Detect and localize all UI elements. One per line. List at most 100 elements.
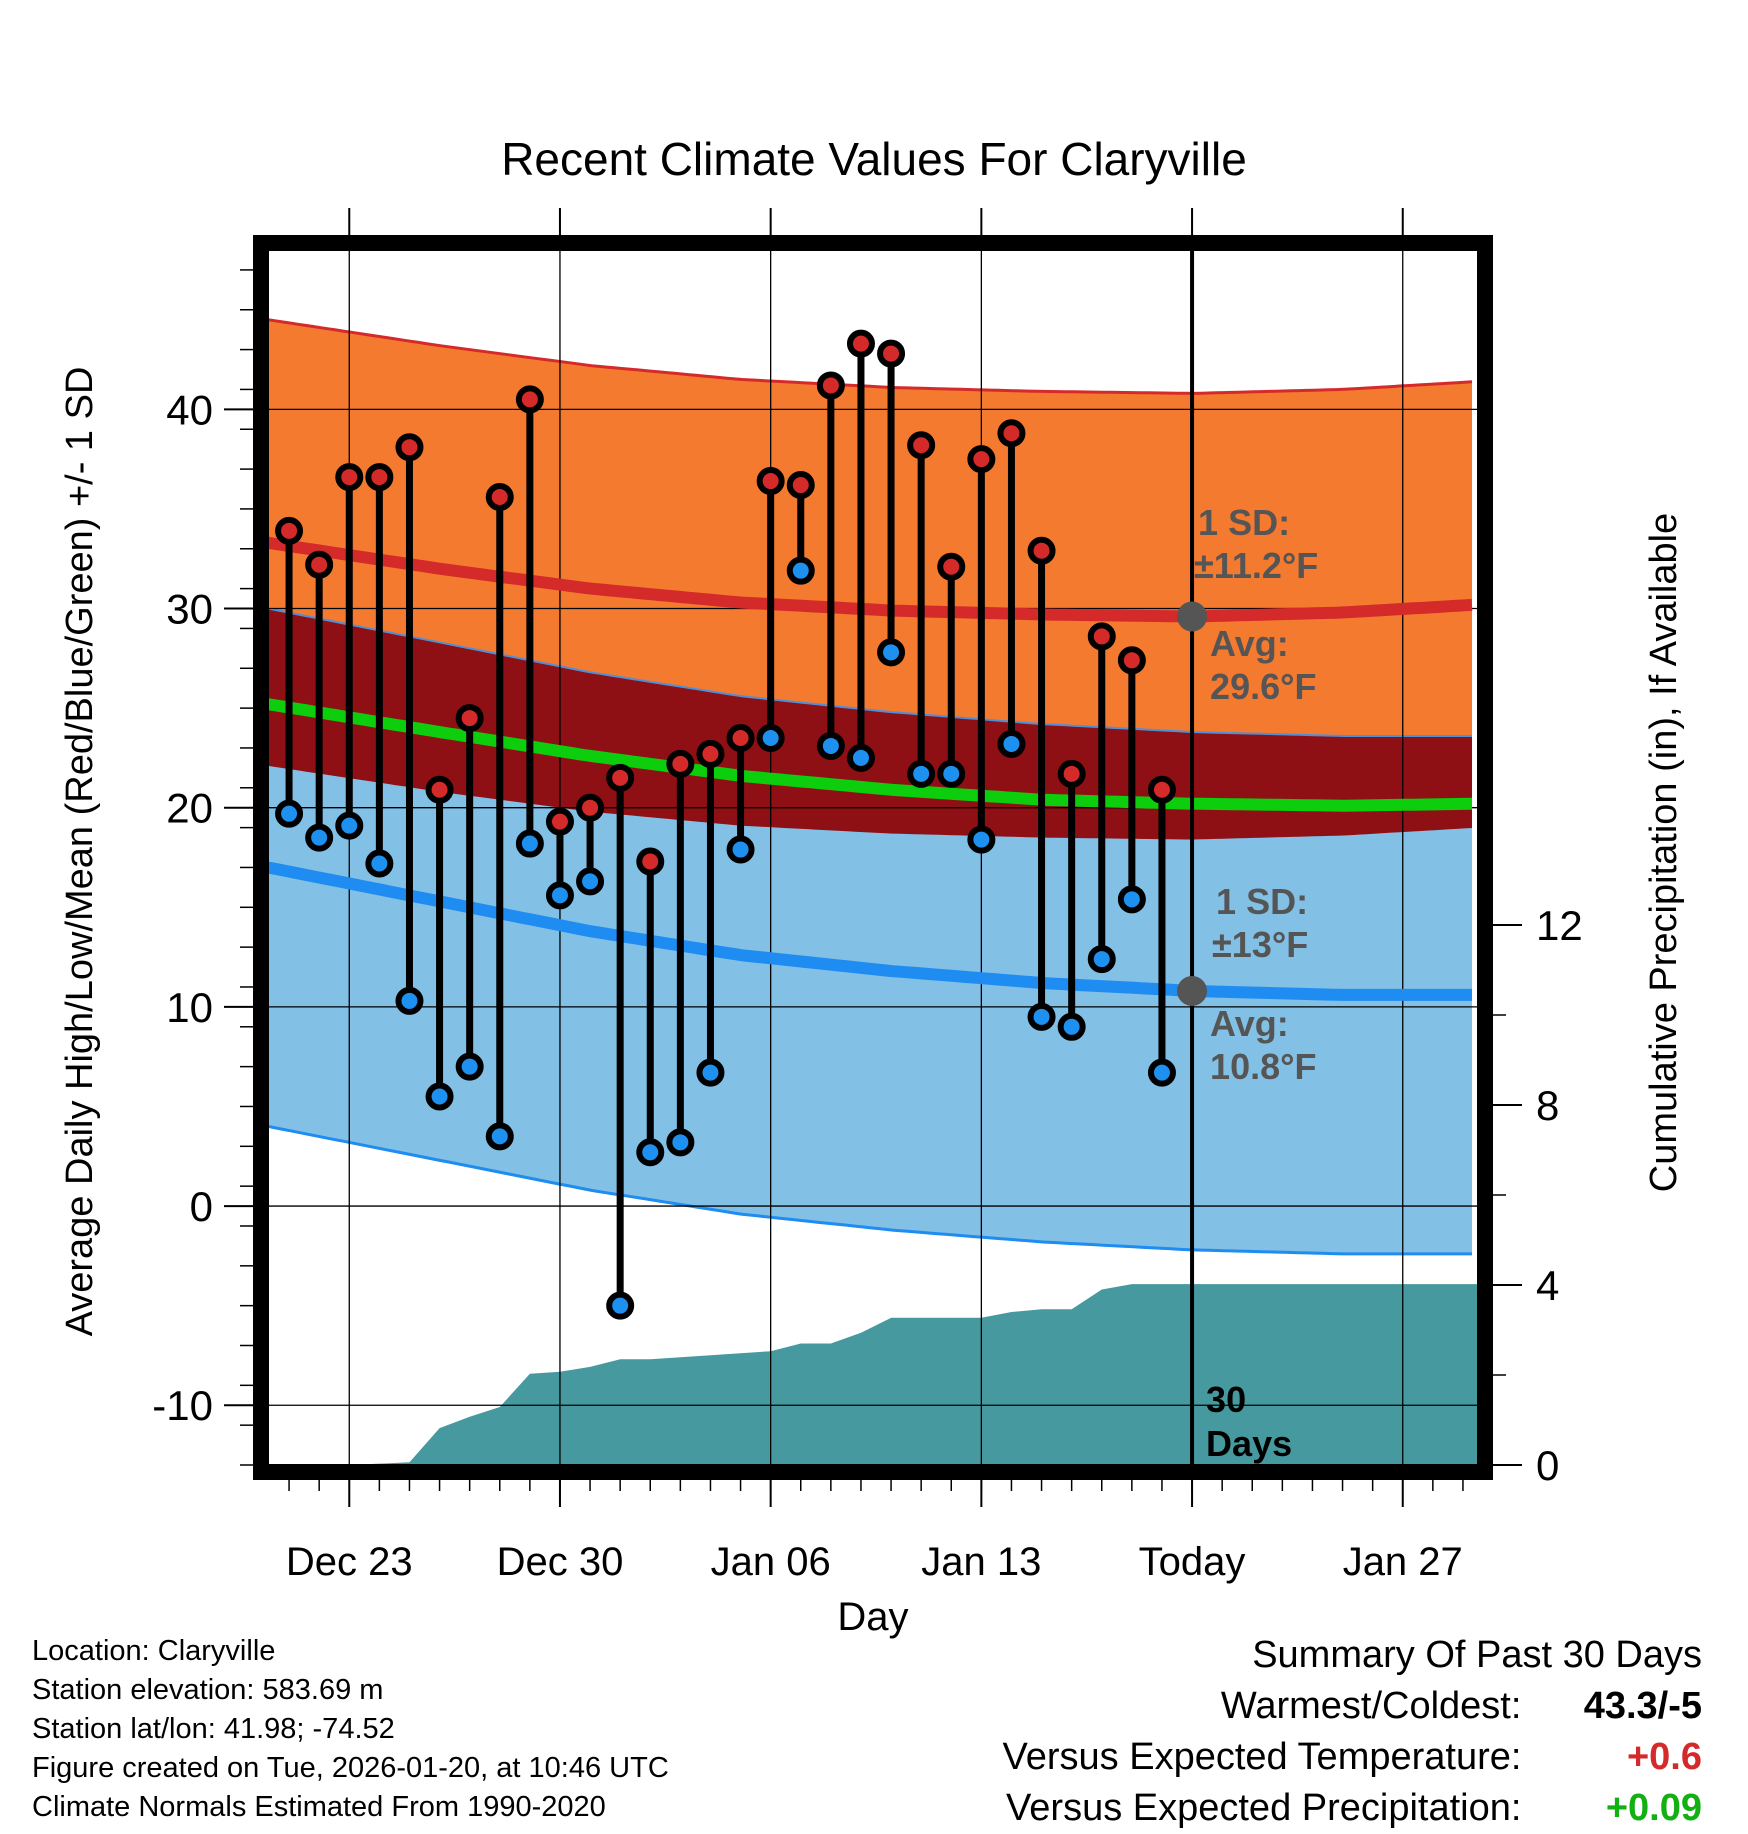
- observed-high-point: [907, 431, 936, 460]
- summary-warmest-row: Warmest/Coldest: 43.3/-5: [1003, 1681, 1702, 1732]
- low-sd-value: ±13°F: [1212, 924, 1308, 965]
- observed-low-point: [1147, 1058, 1176, 1087]
- y2-tick-label: 0: [1536, 1442, 1559, 1489]
- observed-low-point: [816, 731, 845, 760]
- observed-high-point: [756, 467, 785, 496]
- observed-high-point: [395, 433, 424, 462]
- observed-high-point: [1027, 536, 1056, 565]
- observed-low-point: [455, 1052, 484, 1081]
- observed-high-point: [485, 482, 514, 511]
- observed-high-point: [425, 775, 454, 804]
- observed-low-point: [1087, 945, 1116, 974]
- precip-area: [268, 1284, 1478, 1465]
- observed-low-point: [576, 867, 605, 896]
- y-tick-label: 20: [166, 785, 213, 832]
- observed-high-point: [816, 371, 845, 400]
- observed-low-point: [786, 556, 815, 585]
- x-tick-label: Jan 13: [921, 1540, 1041, 1584]
- observed-low-point: [1057, 1012, 1086, 1041]
- y-tick-label: 0: [190, 1183, 213, 1230]
- y-tick-label: 10: [166, 984, 213, 1031]
- observed-high-point: [1147, 775, 1176, 804]
- observed-low-point: [636, 1138, 665, 1167]
- observed-low-point: [877, 638, 906, 667]
- observed-high-point: [305, 550, 334, 579]
- y2-axis-title: Cumulative Precipitation (in), If Availa…: [1643, 513, 1685, 1192]
- observed-high-point: [696, 739, 725, 768]
- observed-low-point: [606, 1291, 635, 1320]
- observed-low-point: [485, 1122, 514, 1151]
- plot-frame: [253, 235, 1493, 1480]
- summary-heading: Summary Of Past 30 Days: [1252, 1634, 1702, 1676]
- observed-high-point: [726, 723, 755, 752]
- low-avg-label: Avg:: [1210, 1003, 1289, 1044]
- observed-low-point: [425, 1082, 454, 1111]
- station-info: Location: Claryville Station elevation: …: [32, 1632, 669, 1827]
- high-avg-value: 29.6°F: [1210, 666, 1316, 707]
- warmest-value: 43.3/-5: [1583, 1685, 1702, 1727]
- y-tick-label: 40: [166, 386, 213, 433]
- observed-low-point: [907, 759, 936, 788]
- observed-high-point: [636, 847, 665, 876]
- observed-low-point: [395, 986, 424, 1015]
- observed-low-point: [335, 811, 364, 840]
- y2-tick-label: 4: [1536, 1262, 1559, 1309]
- y-axis-title: Average Daily High/Low/Mean (Red/Blue/Gr…: [59, 367, 101, 1337]
- observed-high-point: [576, 793, 605, 822]
- observed-high-point: [1087, 622, 1116, 651]
- x-tick-label: Dec 30: [497, 1540, 624, 1584]
- y2-tick-label: 12: [1536, 902, 1583, 949]
- low-avg-value: 10.8°F: [1210, 1046, 1316, 1087]
- low-avg-point: [1177, 975, 1208, 1006]
- observed-low-point: [967, 825, 996, 854]
- observed-high-point: [275, 516, 304, 545]
- precip-value: +0.09: [1605, 1787, 1702, 1829]
- y-tick-label: -10: [152, 1382, 213, 1429]
- high-avg-point: [1177, 601, 1208, 632]
- summary-panel: Summary Of Past 30 Days Warmest/Coldest:…: [1003, 1630, 1702, 1834]
- observed-high-point: [545, 807, 574, 836]
- warmest-label: Warmest/Coldest:: [1220, 1685, 1522, 1727]
- observed-high-point: [515, 385, 544, 414]
- period-number: 30: [1206, 1379, 1246, 1420]
- observed-low-point: [275, 799, 304, 828]
- observed-low-point: [1117, 885, 1146, 914]
- observed-low-point: [997, 729, 1026, 758]
- high-sd-upper-line: [268, 318, 1473, 395]
- y2-tick-label: 8: [1536, 1082, 1559, 1129]
- y-tick-label: 30: [166, 586, 213, 633]
- x-axis-title: Day: [837, 1595, 908, 1639]
- observed-high-point: [846, 329, 875, 358]
- observed-high-point: [877, 339, 906, 368]
- observed-high-point: [1057, 759, 1086, 788]
- observed-low-point: [726, 835, 755, 864]
- temp-value: +0.6: [1626, 1736, 1702, 1778]
- observed-high-point: [786, 471, 815, 500]
- low-sd-upper-line: [268, 607, 1472, 737]
- observed-low-point: [937, 759, 966, 788]
- observed-low-point: [545, 881, 574, 910]
- observed-high-point: [365, 463, 394, 492]
- observed-low-point: [365, 849, 394, 878]
- x-tick-label: Today: [1139, 1540, 1246, 1584]
- location-text: Location: Claryville: [32, 1635, 276, 1667]
- observed-high-point: [335, 463, 364, 492]
- x-tick-label: Jan 27: [1343, 1540, 1463, 1584]
- normals-text: Climate Normals Estimated From 1990-2020: [32, 1791, 606, 1823]
- chart-title: Recent Climate Values For Claryville: [501, 133, 1247, 185]
- high-avg-label: Avg:: [1210, 623, 1289, 664]
- observed-low-point: [515, 829, 544, 858]
- latlon-text: Station lat/lon: 41.98; -74.52: [32, 1713, 395, 1745]
- observed-low-point: [696, 1058, 725, 1087]
- elevation-text: Station elevation: 583.69 m: [32, 1674, 384, 1706]
- x-tick-label: Dec 23: [286, 1540, 413, 1584]
- normal-high-line: [268, 536, 1473, 623]
- observed-high-point: [455, 704, 484, 733]
- period-unit: Days: [1206, 1423, 1292, 1464]
- observed-high-point: [967, 445, 996, 474]
- observed-high-point: [937, 552, 966, 581]
- observed-low-point: [756, 723, 785, 752]
- observed-high-point: [666, 749, 695, 778]
- created-text: Figure created on Tue, 2026-01-20, at 10…: [32, 1752, 669, 1784]
